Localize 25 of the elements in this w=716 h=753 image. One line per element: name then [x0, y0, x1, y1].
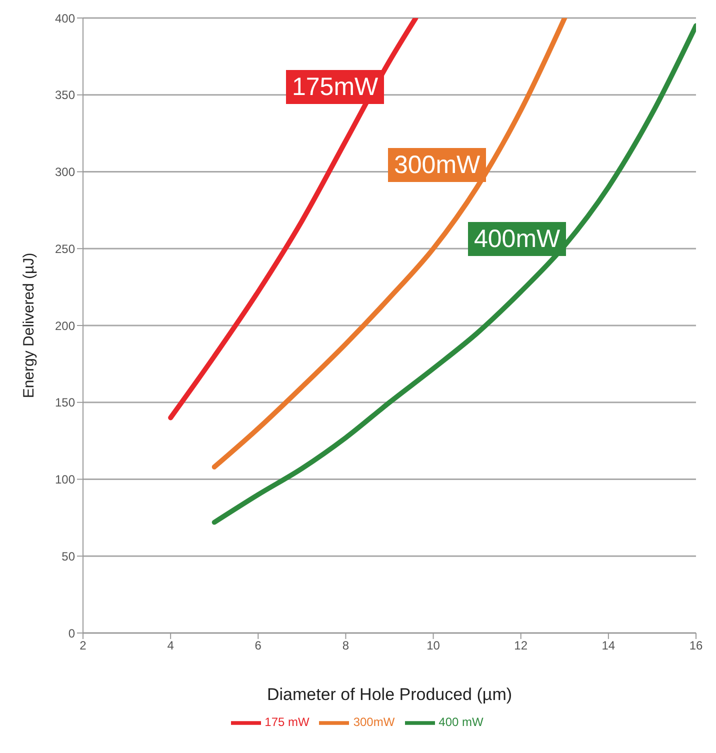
- y-tick-label: 0: [68, 626, 76, 640]
- legend-label: 300mW: [353, 715, 395, 730]
- y-tick-label: 400: [54, 11, 76, 26]
- x-tick-label: 12: [514, 638, 528, 653]
- y-tick-label: 100: [54, 472, 76, 487]
- y-tick-label: 150: [54, 396, 76, 410]
- y-axis-title: Energy Delivered (µJ): [20, 252, 38, 398]
- x-tick-label: 6: [254, 638, 262, 653]
- y-tick-label: 50: [62, 549, 76, 564]
- annotation: 400mW: [468, 222, 566, 256]
- y-tick-label: 200: [54, 318, 76, 333]
- x-tick-label: 8: [342, 638, 350, 653]
- annotation: 175mW: [286, 70, 384, 104]
- legend-label: 175 mW: [264, 715, 310, 730]
- x-tick-label: 2: [80, 638, 87, 653]
- x-tick-label: 10: [426, 638, 440, 653]
- x-tick-label: 16: [689, 638, 703, 653]
- x-tick-label: 4: [167, 638, 174, 653]
- legend-label: 400 mW: [438, 715, 484, 730]
- y-tick-label: 350: [54, 88, 76, 102]
- annotation: 300mW: [388, 148, 486, 182]
- x-tick-label: 14: [602, 638, 616, 653]
- y-tick-label: 250: [54, 242, 76, 256]
- y-tick-label: 300: [54, 165, 76, 180]
- x-axis-title: Diameter of Hole Produced (µm): [266, 685, 512, 704]
